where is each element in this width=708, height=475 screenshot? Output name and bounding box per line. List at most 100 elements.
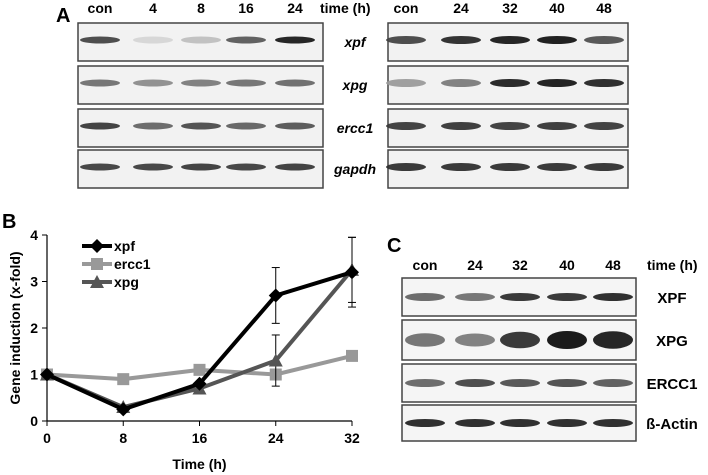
data-point-xpf — [345, 265, 359, 280]
protein-band — [593, 419, 633, 427]
protein-band — [500, 379, 540, 387]
protein-band — [593, 379, 633, 387]
data-point-xpf — [192, 376, 207, 391]
panel-c: C con 24 32 40 48 time (h) XPF XPG ERCC1 ß-Acti… — [387, 235, 698, 442]
protein-band — [455, 419, 495, 427]
panel-a: A con 4 8 16 24 con 24 32 40 48 time (h) xpfxpge… — [56, 0, 629, 189]
y-tick-label: 2 — [30, 320, 38, 336]
panel-a-letter: A — [56, 5, 70, 27]
band — [181, 163, 221, 171]
western-blots — [401, 277, 637, 442]
band — [441, 163, 481, 171]
panel-b: B 0 1 2 3 4 0 8 16 24 32 Time (h) Gene induction (x… — [2, 211, 360, 472]
data-point-ercc1 — [346, 349, 358, 362]
band — [226, 122, 266, 130]
legend-marker-xpf — [90, 239, 104, 253]
band — [275, 79, 315, 87]
gene-label-xpf: xpf — [344, 34, 367, 50]
lane-label-left: 16 — [238, 0, 254, 16]
protein-band — [547, 293, 587, 301]
gene-label-xpg: xpg — [342, 77, 368, 93]
x-tick-label: 8 — [119, 430, 127, 446]
band — [386, 79, 426, 87]
lane-label-c: 40 — [559, 257, 575, 273]
band — [490, 79, 530, 87]
legend-label-ercc1: ercc1 — [114, 256, 151, 272]
y-tick-label: 1 — [30, 367, 38, 383]
band — [537, 163, 577, 171]
protein-band — [405, 379, 445, 387]
protein-labels: XPF XPG ERCC1 ß-Actin — [646, 290, 698, 433]
band — [226, 36, 266, 44]
protein-band — [455, 333, 495, 347]
data-point-xpf — [40, 367, 54, 382]
protein-band — [405, 293, 445, 301]
protein-label: XPG — [656, 333, 688, 350]
data-point-ercc1 — [117, 373, 130, 386]
band — [80, 79, 120, 87]
gene-label-gapdh: gapdh — [333, 161, 376, 177]
protein-band — [500, 293, 540, 301]
lane-label-right: 48 — [596, 0, 612, 16]
band — [584, 122, 624, 130]
protein-band — [547, 379, 587, 387]
panel-b-letter: B — [2, 211, 16, 233]
band — [181, 79, 221, 87]
y-tick-label: 0 — [30, 413, 38, 429]
y-tick-label: 3 — [30, 274, 38, 290]
band — [133, 163, 173, 171]
band — [490, 122, 530, 130]
band — [537, 36, 577, 44]
time-label-c: time (h) — [647, 257, 698, 273]
protein-label: ß-Actin — [646, 416, 698, 433]
band — [226, 79, 266, 87]
x-tick-label: 0 — [43, 430, 51, 446]
legend-marker-xpg — [90, 275, 104, 288]
legend-marker-ercc1 — [91, 258, 103, 270]
band — [537, 79, 577, 87]
band — [133, 36, 173, 44]
gene-label-ercc1: ercc1 — [337, 120, 374, 136]
lane-label-right: 32 — [502, 0, 518, 16]
band — [441, 122, 481, 130]
protein-band — [547, 331, 587, 349]
band — [181, 36, 221, 44]
panel-c-letter: C — [387, 235, 401, 257]
band — [80, 36, 120, 44]
x-tick-label: 16 — [192, 430, 208, 446]
y-tick-label: 4 — [30, 227, 38, 243]
band — [441, 36, 481, 44]
lane-label-left: con — [88, 0, 113, 16]
lane-labels-c: con 24 32 40 48 — [413, 257, 621, 273]
lane-label-left: 24 — [287, 0, 303, 16]
protein-band — [405, 419, 445, 427]
band — [490, 36, 530, 44]
lane-label-right: con — [394, 0, 419, 16]
band — [537, 122, 577, 130]
protein-band — [593, 331, 633, 349]
protein-band — [455, 293, 495, 301]
lane-label-right: 24 — [453, 0, 469, 16]
band — [584, 79, 624, 87]
gene-labels: xpf xpg ercc1 gapdh — [333, 34, 376, 177]
band — [386, 36, 426, 44]
band — [181, 122, 221, 130]
band — [275, 36, 315, 44]
lane-label-c: 24 — [467, 257, 483, 273]
lane-label-left: 4 — [149, 0, 157, 16]
lane-label-c: 48 — [605, 257, 621, 273]
band — [275, 163, 315, 171]
lane-labels-left: con 4 8 16 24 — [88, 0, 303, 16]
y-axis-label: Gene induction (x-fold) — [7, 251, 23, 404]
band — [133, 79, 173, 87]
protein-band — [593, 293, 633, 301]
band — [490, 163, 530, 171]
protein-band — [405, 333, 445, 347]
x-tick-label: 24 — [268, 430, 284, 446]
data-point-ercc1 — [193, 363, 206, 376]
legend: xpf ercc1 xpg — [82, 238, 151, 290]
band — [226, 163, 266, 171]
band — [441, 79, 481, 87]
legend-label-xpg: xpg — [114, 274, 139, 290]
protein-band — [455, 379, 495, 387]
